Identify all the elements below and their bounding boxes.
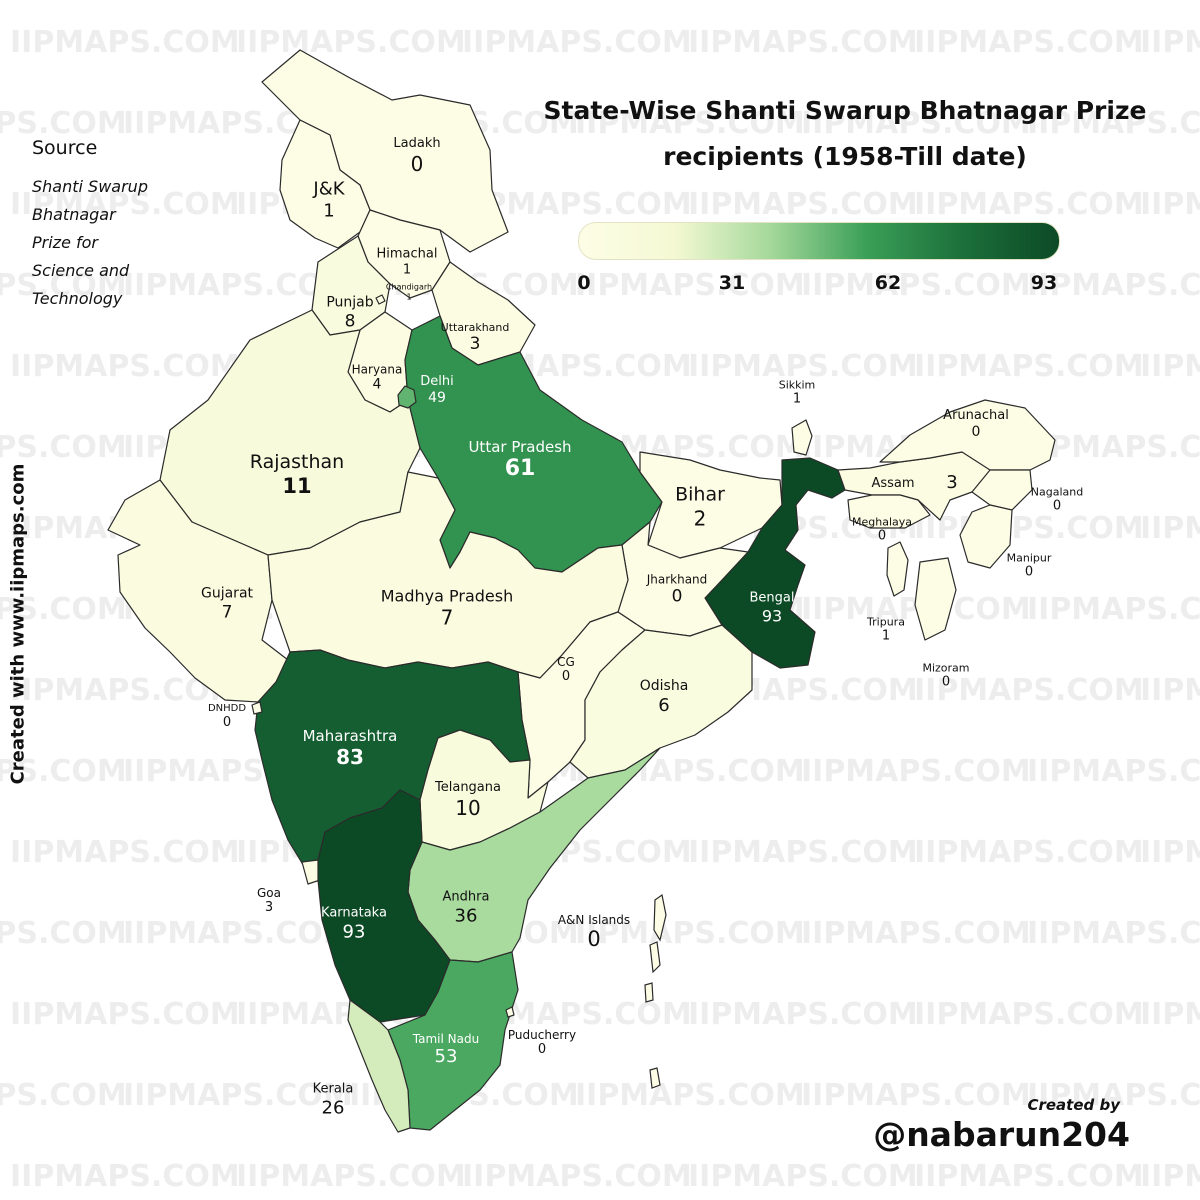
label-ladakh: Ladakh 0 xyxy=(393,136,441,176)
region-delhi xyxy=(397,385,417,409)
label-meghalaya: Meghalaya 0 xyxy=(851,515,913,544)
legend-tick-2: 62 xyxy=(874,272,902,294)
created-with-vertical-text: Created with www.iipmaps.com xyxy=(7,463,29,785)
label-bengal: Bengal 93 xyxy=(749,590,795,626)
region-meghalaya xyxy=(847,494,931,529)
label-haryana: Haryana 4 xyxy=(351,362,403,393)
source-line: Prize for xyxy=(32,233,98,252)
source-line: Technology xyxy=(32,289,123,308)
an-island-far-south xyxy=(649,1067,661,1089)
source-line: Bhatnagar xyxy=(32,205,116,224)
label-tamilnadu: Tamil Nadu 53 xyxy=(412,1032,480,1068)
label-tripura: Tripura 1 xyxy=(867,615,905,644)
label-manipur: Manipur 0 xyxy=(1006,551,1052,580)
source-line: Shanti Swarup xyxy=(32,177,148,196)
label-bihar: Bihar 2 xyxy=(675,483,725,531)
region-mizoram xyxy=(914,557,957,641)
label-arunachal: Arunachal 0 xyxy=(943,407,1009,440)
source-line: Science and xyxy=(32,261,130,280)
region-goa xyxy=(301,859,321,885)
region-tripura xyxy=(886,541,909,597)
an-island-north xyxy=(653,893,667,942)
region-puducherry xyxy=(505,1006,515,1018)
label-kerala: Kerala 26 xyxy=(312,1081,354,1118)
region-an xyxy=(644,893,667,1089)
value-assam: 3 xyxy=(946,472,958,494)
source-text: Shanti Swarup Bhatnagar Prize for Scienc… xyxy=(32,173,182,313)
map-title-line1: State-Wise Shanti Swarup Bhatnagar Prize xyxy=(543,96,1147,125)
source-heading: Source xyxy=(32,137,98,159)
region-kerala xyxy=(347,999,411,1133)
region-sikkim xyxy=(791,419,813,456)
an-island-middle xyxy=(649,941,661,974)
legend-color-bar xyxy=(578,222,1060,260)
label-an: A&N Islands 0 xyxy=(557,913,631,952)
legend-tick-1: 31 xyxy=(718,272,746,294)
label-dnhdd: DNHDD 0 xyxy=(207,703,247,731)
label-andhra: Andhra 36 xyxy=(442,889,490,926)
label-maharashtra: Maharashtra 83 xyxy=(302,727,398,769)
label-uttarakhand: Uttarakhand 3 xyxy=(440,321,510,355)
label-gujarat: Gujarat 7 xyxy=(200,585,254,623)
label-chandigarh: Chandigarh 1 xyxy=(385,282,433,301)
region-chandigarh xyxy=(375,294,386,305)
label-goa: Goa 3 xyxy=(257,886,281,916)
label-karnataka: Karnataka 93 xyxy=(321,905,387,942)
label-up: Uttar Pradesh 61 xyxy=(468,437,572,481)
label-punjab: Punjab 8 xyxy=(326,294,374,332)
region-dnhdd xyxy=(251,701,263,715)
label-himachal: Himachal 1 xyxy=(376,246,438,277)
label-assam: Assam xyxy=(871,476,915,492)
label-mizoram: Mizoram 0 xyxy=(922,661,970,690)
label-jk: J&K 1 xyxy=(313,178,345,221)
region-karnataka xyxy=(317,789,451,1023)
map-title-line2: recipients (1958-Till date) xyxy=(663,142,1027,171)
region-jk xyxy=(279,119,371,249)
created-by-label: Created by xyxy=(1027,1096,1120,1114)
author-handle: @nabarun204 xyxy=(873,1115,1130,1154)
label-telangana: Telangana 10 xyxy=(435,780,501,820)
label-sikkim: Sikkim 1 xyxy=(778,378,816,407)
label-odisha: Odisha 6 xyxy=(639,677,689,716)
label-mp: Madhya Pradesh 7 xyxy=(380,586,514,630)
legend-tick-3: 93 xyxy=(1030,272,1058,294)
label-nagaland: Nagaland 0 xyxy=(1030,485,1084,514)
label-cg: CG 0 xyxy=(557,655,575,685)
label-delhi: Delhi 49 xyxy=(420,373,454,406)
legend-tick-0: 0 xyxy=(577,272,591,294)
label-jharkhand: Jharkhand 0 xyxy=(646,572,708,607)
region-manipur xyxy=(959,504,1013,569)
label-puducherry: Puducherry 0 xyxy=(507,1028,577,1058)
label-rajasthan: Rajasthan 11 xyxy=(249,451,345,498)
an-island-south xyxy=(644,982,654,1003)
region-arunachal xyxy=(879,399,1056,471)
